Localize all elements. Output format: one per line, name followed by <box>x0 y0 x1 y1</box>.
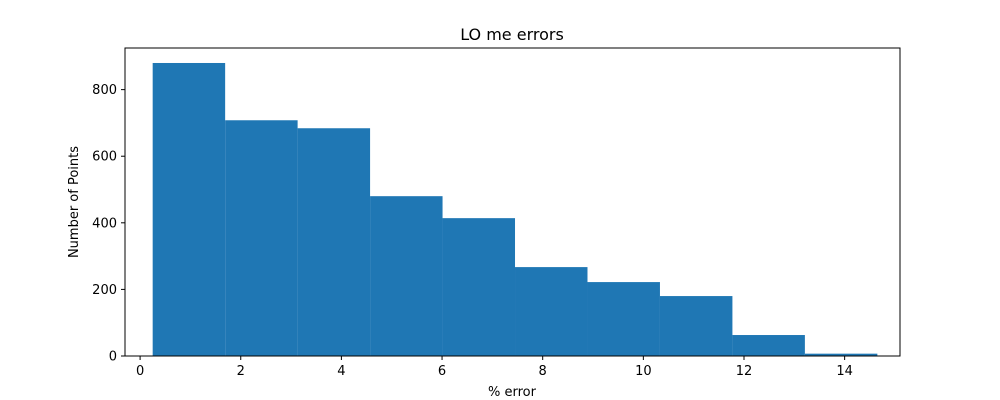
histogram-bar <box>659 296 733 356</box>
x-tick-label: 14 <box>836 364 853 379</box>
x-axis-ticks: 0 2 4 6 8 10 12 14 <box>136 356 853 379</box>
histogram-bar <box>225 120 298 357</box>
x-axis-label: % error <box>488 385 537 400</box>
y-tick-label: 200 <box>92 283 117 298</box>
y-tick-label: 800 <box>92 83 117 98</box>
x-tick-label: 8 <box>539 364 547 379</box>
x-tick-label: 0 <box>136 364 144 379</box>
histogram-bar <box>370 196 443 356</box>
y-tick-label: 600 <box>92 150 117 165</box>
histogram-bar <box>732 335 805 356</box>
x-tick-label: 4 <box>337 364 345 379</box>
plot-frame <box>124 47 901 357</box>
histogram-bar <box>515 267 588 356</box>
histogram-bar <box>297 128 371 356</box>
y-axis-label: Number of Points <box>67 146 82 258</box>
x-tick-label: 12 <box>736 364 753 379</box>
histogram-bar <box>152 62 226 356</box>
bars-group <box>152 62 878 357</box>
x-tick-label: 6 <box>438 364 446 379</box>
y-tick-label: 0 <box>109 350 117 365</box>
histogram-bar <box>804 353 878 356</box>
x-tick-label: 10 <box>635 364 652 379</box>
chart-title: LO me errors <box>460 25 564 44</box>
y-axis-ticks: 0 200 400 600 800 <box>92 83 125 365</box>
x-tick-label: 2 <box>237 364 245 379</box>
histogram-bar <box>442 218 516 356</box>
histogram-bar <box>587 282 660 356</box>
y-tick-label: 400 <box>92 216 117 231</box>
